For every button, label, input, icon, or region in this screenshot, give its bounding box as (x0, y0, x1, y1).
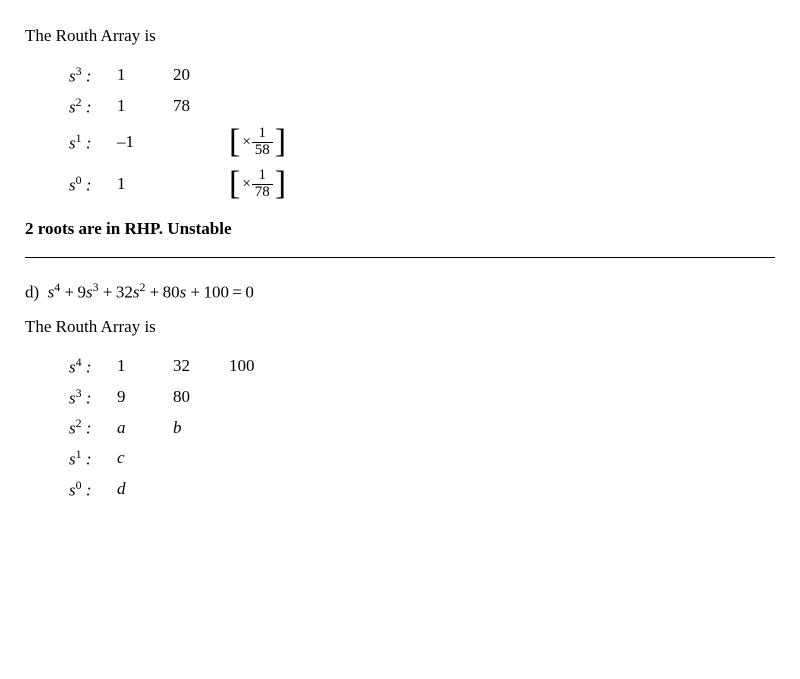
power-base: s (69, 67, 76, 86)
routh-row: s4 : 1 32 100 (55, 351, 271, 382)
cell: 9 (103, 382, 159, 413)
routh-row: s2 : 1 78 (55, 91, 300, 122)
cell: 32 (159, 351, 215, 382)
power-base: s (69, 176, 76, 195)
scale-note: [ × 158 ] (229, 125, 286, 159)
routh-row: s1 : –1 [ × 158 ] (55, 121, 300, 163)
routh-row: s0 : 1 [ × 178 ] (55, 163, 300, 205)
conclusion-c: 2 roots are in RHP. Unstable (25, 219, 775, 239)
routh-table-d: s4 : 1 32 100 s3 : 9 80 s2 : a b s1 : c … (55, 351, 271, 504)
cell: 78 (159, 91, 215, 122)
routh-row: s2 : a b (55, 412, 271, 443)
note-num: 1 (256, 126, 270, 142)
cell: 1 (103, 163, 159, 205)
routh-row: s0 : d (55, 474, 271, 505)
part-d-equation: d) s4 + 9s3 + 32s2 + 80s + 100 = 0 (25, 280, 775, 303)
power-exp: 0 (76, 173, 82, 187)
cell: 1 (103, 351, 159, 382)
power-exp: 2 (76, 95, 82, 109)
cell: b (159, 412, 215, 443)
routh-row: s3 : 9 80 (55, 382, 271, 413)
cell: c (103, 443, 159, 474)
part-label: d) (25, 283, 43, 302)
power-base: s (69, 134, 76, 153)
routh-array-heading-c: The Routh Array is (25, 26, 775, 46)
cell: a (103, 412, 159, 443)
cell: 1 (103, 91, 159, 122)
cell: 1 (103, 60, 159, 91)
cell: –1 (103, 121, 159, 163)
power-base: s (69, 97, 76, 116)
note-den: 78 (252, 184, 273, 201)
routh-array-heading-d: The Routh Array is (25, 317, 775, 337)
routh-row: s3 : 1 20 (55, 60, 300, 91)
note-den: 58 (252, 142, 273, 159)
power-exp: 1 (76, 131, 82, 145)
cell: 100 (215, 351, 271, 382)
cell: 80 (159, 382, 215, 413)
routh-table-c: s3 : 1 20 s2 : 1 78 s1 : –1 [ × 158 ] s0… (55, 60, 300, 205)
routh-row: s1 : c (55, 443, 271, 474)
note-num: 1 (256, 168, 270, 184)
scale-note: [ × 178 ] (229, 167, 286, 201)
cell: d (103, 474, 159, 505)
cell: 20 (159, 60, 215, 91)
power-exp: 3 (76, 64, 82, 78)
divider (25, 257, 775, 258)
